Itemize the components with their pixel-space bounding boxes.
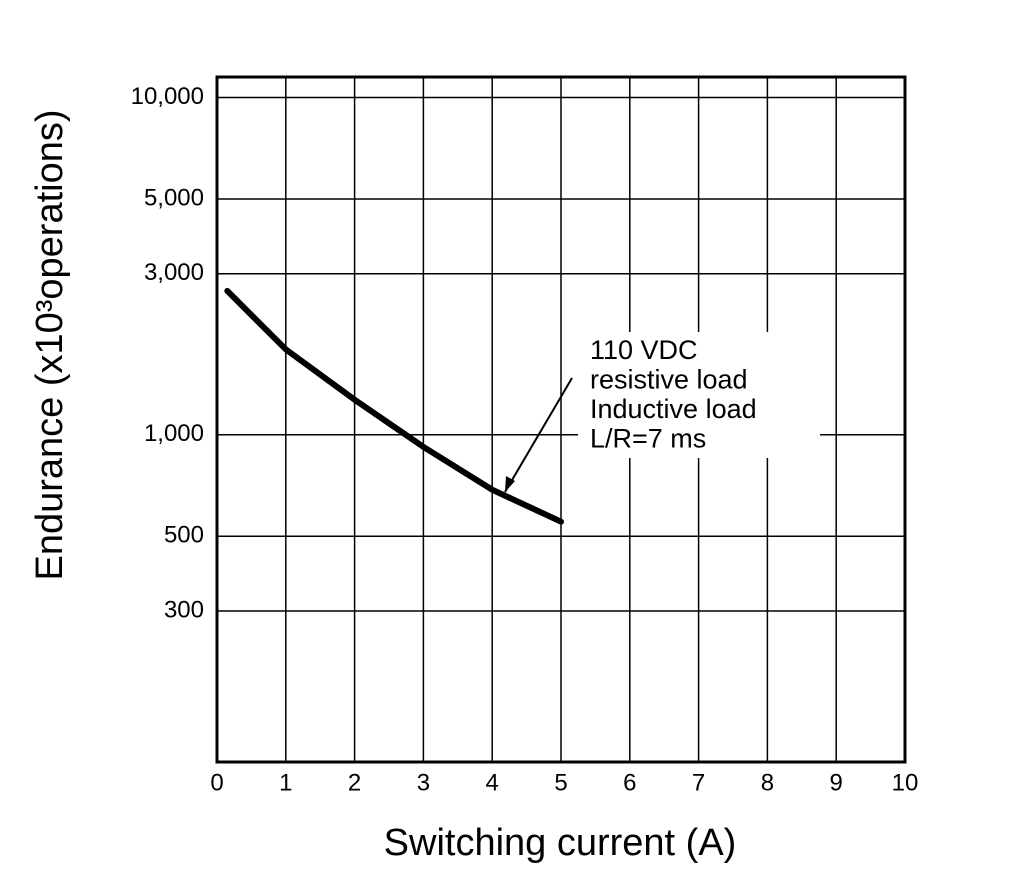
- arrow-head: [505, 476, 515, 492]
- x-axis-label: Switching current (A): [384, 822, 737, 864]
- x-tick-label: 8: [761, 769, 774, 796]
- y-axis-label: Endurance (x10³operations): [29, 109, 71, 580]
- y-tick-label: 3,000: [144, 259, 204, 286]
- y-tick-label: 300: [164, 596, 204, 623]
- x-tick-label: 3: [417, 769, 430, 796]
- annotation-line: 110 VDC: [590, 335, 698, 365]
- x-tick-label: 5: [554, 769, 567, 796]
- x-tick-label: 7: [692, 769, 705, 796]
- annotation-box: [578, 332, 820, 458]
- x-tick-label: 4: [486, 769, 499, 796]
- curve: [224, 287, 564, 525]
- x-tick-label: 9: [830, 769, 843, 796]
- annotation-arrow: [504, 377, 573, 493]
- annotation-line: resistive load: [590, 365, 748, 395]
- annotation-line: L/R=7 ms: [590, 424, 706, 454]
- x-tick-label: 0: [210, 769, 223, 796]
- y-tick-label: 10,000: [131, 83, 204, 110]
- y-tick-label: 5,000: [144, 184, 204, 211]
- x-tick-label: 2: [348, 769, 361, 796]
- x-tick-label: 6: [623, 769, 636, 796]
- y-tick-label: 500: [164, 522, 204, 549]
- plot-area: 10,000 5,000 3,000 1,000 500 300 0 1 2 3 4 5 6 7 8 9 10: [131, 77, 919, 796]
- annotation-line: Inductive load: [590, 394, 757, 424]
- x-tick-label: 1: [279, 769, 292, 796]
- y-tick-label: 1,000: [144, 420, 204, 447]
- x-tick-label: 10: [892, 769, 919, 796]
